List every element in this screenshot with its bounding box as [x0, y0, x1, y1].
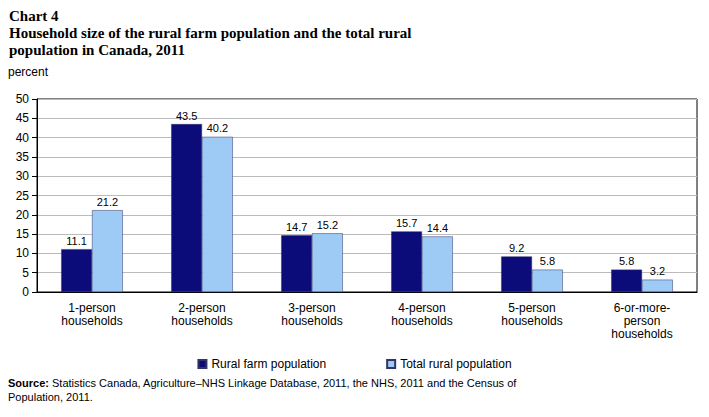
- svg-text:25: 25: [16, 189, 30, 203]
- svg-text:1-person: 1-person: [68, 301, 115, 315]
- svg-text:15: 15: [16, 227, 30, 241]
- svg-text:households: households: [171, 314, 232, 328]
- svg-text:5.8: 5.8: [540, 255, 555, 267]
- svg-text:45: 45: [16, 111, 30, 125]
- svg-text:35: 35: [16, 150, 30, 164]
- svg-text:households: households: [611, 327, 672, 341]
- svg-text:14.7: 14.7: [286, 221, 307, 233]
- svg-text:Source:: Source:: [8, 377, 49, 389]
- svg-text:40: 40: [16, 131, 30, 145]
- svg-text:3.2: 3.2: [650, 265, 665, 277]
- svg-text:5.8: 5.8: [619, 255, 634, 267]
- svg-text:40.2: 40.2: [207, 122, 228, 134]
- svg-text:6-or-more-: 6-or-more-: [614, 301, 671, 315]
- svg-text:30: 30: [16, 169, 30, 183]
- svg-text:5-person: 5-person: [508, 301, 555, 315]
- svg-text:person: person: [624, 314, 661, 328]
- svg-text:2-person: 2-person: [178, 301, 225, 315]
- svg-text:9.2: 9.2: [509, 242, 524, 254]
- svg-text:14.4: 14.4: [427, 222, 448, 234]
- svg-text:15.7: 15.7: [396, 217, 417, 229]
- svg-text:Rural farm population: Rural farm population: [211, 357, 326, 371]
- svg-text:Household size of the rural fa: Household size of the rural farm populat…: [9, 25, 412, 41]
- svg-text:Chart 4: Chart 4: [9, 8, 59, 24]
- svg-text:3-person: 3-person: [288, 301, 335, 315]
- svg-text:Statistics Canada, Agriculture: Statistics Canada, Agriculture–NHS Linka…: [49, 377, 517, 389]
- svg-text:Total rural population: Total rural population: [400, 357, 511, 371]
- svg-text:population in Canada, 2011: population in Canada, 2011: [9, 42, 185, 58]
- svg-text:0: 0: [22, 285, 29, 299]
- svg-text:Population, 2011.: Population, 2011.: [8, 391, 93, 403]
- svg-text:4-person: 4-person: [398, 301, 445, 315]
- svg-text:households: households: [501, 314, 562, 328]
- svg-text:50: 50: [16, 92, 30, 106]
- svg-text:20: 20: [16, 208, 30, 222]
- svg-text:households: households: [391, 314, 452, 328]
- svg-text:43.5: 43.5: [176, 110, 197, 122]
- svg-text:11.1: 11.1: [66, 235, 87, 247]
- svg-text:5: 5: [22, 266, 29, 280]
- svg-text:households: households: [61, 314, 122, 328]
- svg-text:21.2: 21.2: [97, 196, 118, 208]
- svg-text:households: households: [281, 314, 342, 328]
- svg-text:percent: percent: [8, 65, 49, 79]
- svg-text:15.2: 15.2: [317, 219, 338, 231]
- svg-text:10: 10: [16, 246, 30, 260]
